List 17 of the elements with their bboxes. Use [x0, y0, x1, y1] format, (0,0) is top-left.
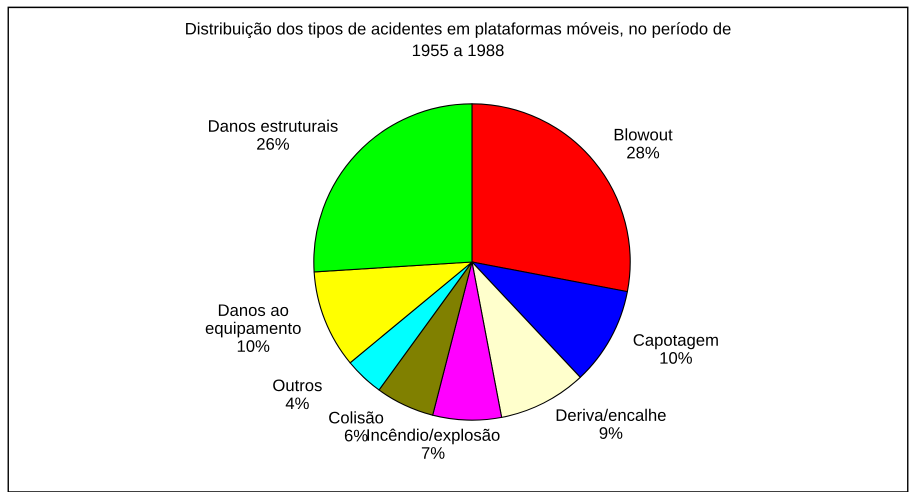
data-label: 7%: [422, 447, 445, 459]
slice-label: Deriva/encalhe: [556, 408, 666, 421]
data-label: 9%: [600, 427, 622, 439]
slice-label: Outros: [273, 379, 322, 392]
slice-label: Incêndio/explosão: [367, 428, 500, 444]
data-label: 28%: [627, 146, 660, 158]
slice-label: Danos estruturais: [209, 120, 338, 132]
data-label: 10%: [660, 352, 692, 364]
data-label: 26%: [257, 138, 290, 150]
slice-label: Colisão: [329, 411, 384, 424]
data-label: 10%: [238, 340, 270, 352]
chart-title: Distribuição dos tipos de acidentes em plataformas móveis, no período de 1955 a 1988: [186, 22, 731, 56]
data-label: 4%: [286, 397, 309, 410]
data-label: 6%: [344, 430, 368, 442]
slice-label: Blowout: [614, 128, 673, 141]
slice-label: Capotagem: [634, 334, 718, 350]
slice-label: Danos ao equipamento: [206, 304, 301, 338]
